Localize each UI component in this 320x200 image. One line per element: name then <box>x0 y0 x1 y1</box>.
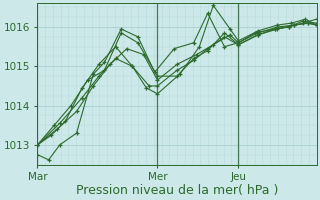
X-axis label: Pression niveau de la mer( hPa ): Pression niveau de la mer( hPa ) <box>76 184 278 197</box>
